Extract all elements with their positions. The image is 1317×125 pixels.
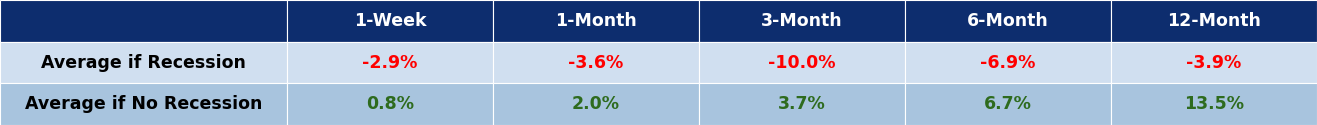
Bar — [699, 0, 905, 42]
Bar — [0, 0, 287, 42]
Text: -6.9%: -6.9% — [980, 54, 1035, 72]
Bar — [287, 0, 493, 42]
Bar — [699, 42, 905, 83]
Text: -10.0%: -10.0% — [768, 54, 836, 72]
Bar — [699, 83, 905, 125]
Text: 3-Month: 3-Month — [761, 12, 843, 30]
Bar — [905, 0, 1112, 42]
Text: 12-Month: 12-Month — [1167, 12, 1260, 30]
Bar — [1112, 42, 1317, 83]
Text: 1-Week: 1-Week — [354, 12, 427, 30]
Text: 2.0%: 2.0% — [572, 95, 620, 113]
Text: 6-Month: 6-Month — [967, 12, 1048, 30]
Text: Average if No Recession: Average if No Recession — [25, 95, 262, 113]
Bar — [905, 42, 1112, 83]
Text: -2.9%: -2.9% — [362, 54, 417, 72]
Text: 3.7%: 3.7% — [778, 95, 826, 113]
Bar — [0, 83, 287, 125]
Bar — [0, 42, 287, 83]
Bar — [905, 83, 1112, 125]
Bar — [493, 42, 699, 83]
Text: 1-Month: 1-Month — [556, 12, 637, 30]
Text: 13.5%: 13.5% — [1184, 95, 1245, 113]
Text: -3.6%: -3.6% — [569, 54, 624, 72]
Bar — [1112, 0, 1317, 42]
Text: 6.7%: 6.7% — [984, 95, 1033, 113]
Bar — [287, 42, 493, 83]
Text: -3.9%: -3.9% — [1187, 54, 1242, 72]
Bar — [287, 83, 493, 125]
Bar — [493, 83, 699, 125]
Text: 0.8%: 0.8% — [366, 95, 414, 113]
Text: Average if Recession: Average if Recession — [41, 54, 246, 72]
Bar — [493, 0, 699, 42]
Bar — [1112, 83, 1317, 125]
